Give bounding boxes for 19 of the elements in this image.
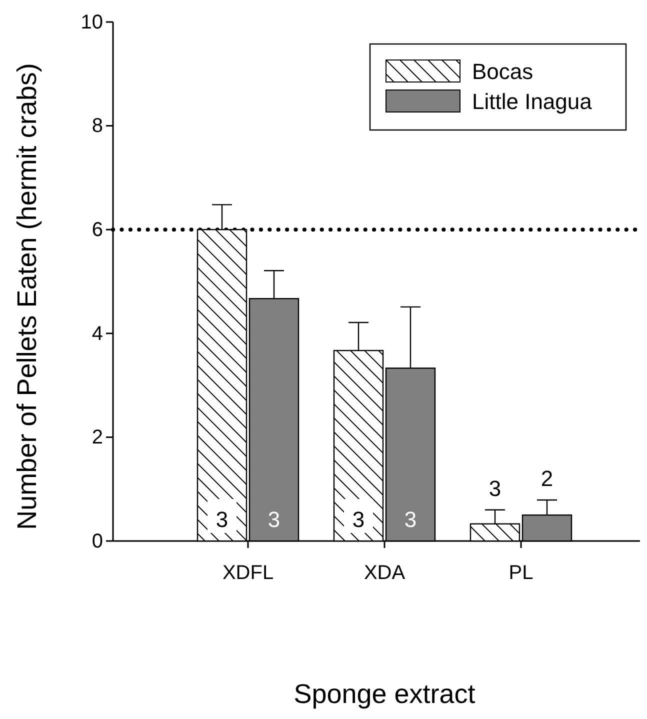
y-tick-label: 4	[92, 322, 103, 345]
x-axis-title: Sponge extract	[294, 679, 476, 709]
legend-label: Bocas	[472, 59, 534, 84]
annotation: 3	[352, 507, 365, 532]
y-tick-label: 2	[92, 426, 103, 449]
x-tick-label: XDA	[364, 562, 406, 584]
annotation: 3	[268, 507, 280, 532]
annotation: 3	[404, 507, 417, 532]
y-axis-title: Number of Pellets Eaten (hermit crabs)	[12, 63, 42, 530]
annotation: 2	[540, 466, 554, 491]
x-tick-label: XDFL	[222, 562, 274, 584]
annotation: 3	[488, 476, 502, 501]
y-tick-label: 6	[92, 219, 103, 241]
legend-label: Little Inagua	[472, 89, 593, 114]
y-tick-label: 10	[80, 11, 103, 34]
y-tick-label: 8	[92, 115, 103, 138]
annotation: 3	[216, 507, 228, 532]
x-tick-label: PL	[508, 562, 534, 584]
y-tick-label: 0	[92, 530, 103, 552]
